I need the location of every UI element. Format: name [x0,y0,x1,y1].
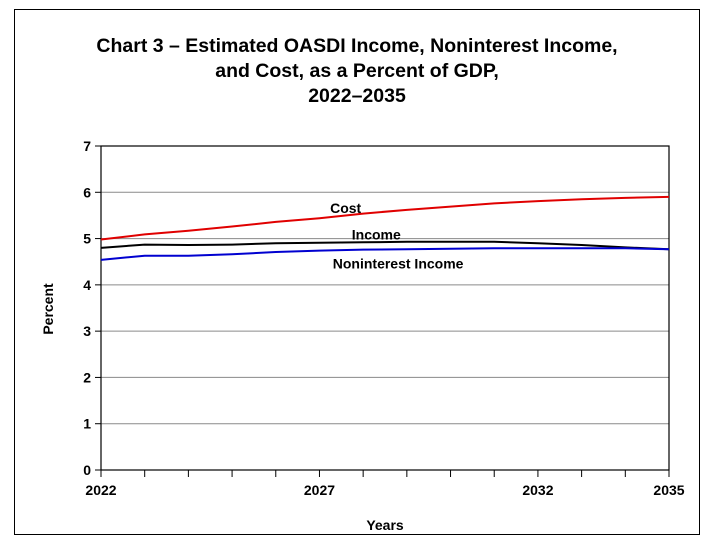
y-tick-label: 7 [83,138,91,154]
series-label-noninterest-income: Noninterest Income [333,256,464,272]
x-axis-title: Years [366,517,404,533]
series-lines [100,195,670,261]
chart-frame [14,9,700,535]
y-tick-label: 3 [83,323,91,339]
axes: 0 1 2 3 4 5 6 7 2022 2027 2032 2035 [83,138,685,498]
x-tick-label: 2032 [522,482,553,498]
x-tick-label: 2035 [653,482,684,498]
series-label-cost: Cost [330,200,361,216]
y-tick-label: 0 [83,462,91,478]
series-line-cost [100,195,670,241]
series-line-noninterest-income [100,247,670,261]
plot-area-border [100,145,670,471]
y-tick-label: 1 [83,416,91,432]
y-axis-title: Percent [40,283,56,335]
y-tick-label: 6 [83,184,91,200]
series-line-income [100,240,670,251]
chart-title-line-3: 2022–2035 [308,85,406,107]
gridlines [101,145,669,425]
x-tick-label: 2022 [85,482,116,498]
series-label-income: Income [352,226,401,242]
y-tick-label: 5 [83,231,91,247]
y-tick-label: 2 [83,369,91,385]
chart-title-line-2: and Cost, as a Percent of GDP, [215,60,499,82]
y-tick-label: 4 [83,277,91,293]
series-labels: Cost Income Noninterest Income [330,200,464,272]
chart-title: Chart 3 – Estimated OASDI Income, Nonint… [14,34,700,109]
chart-title-line-1: Chart 3 – Estimated OASDI Income, Nonint… [96,35,618,57]
x-tick-label: 2027 [304,482,335,498]
